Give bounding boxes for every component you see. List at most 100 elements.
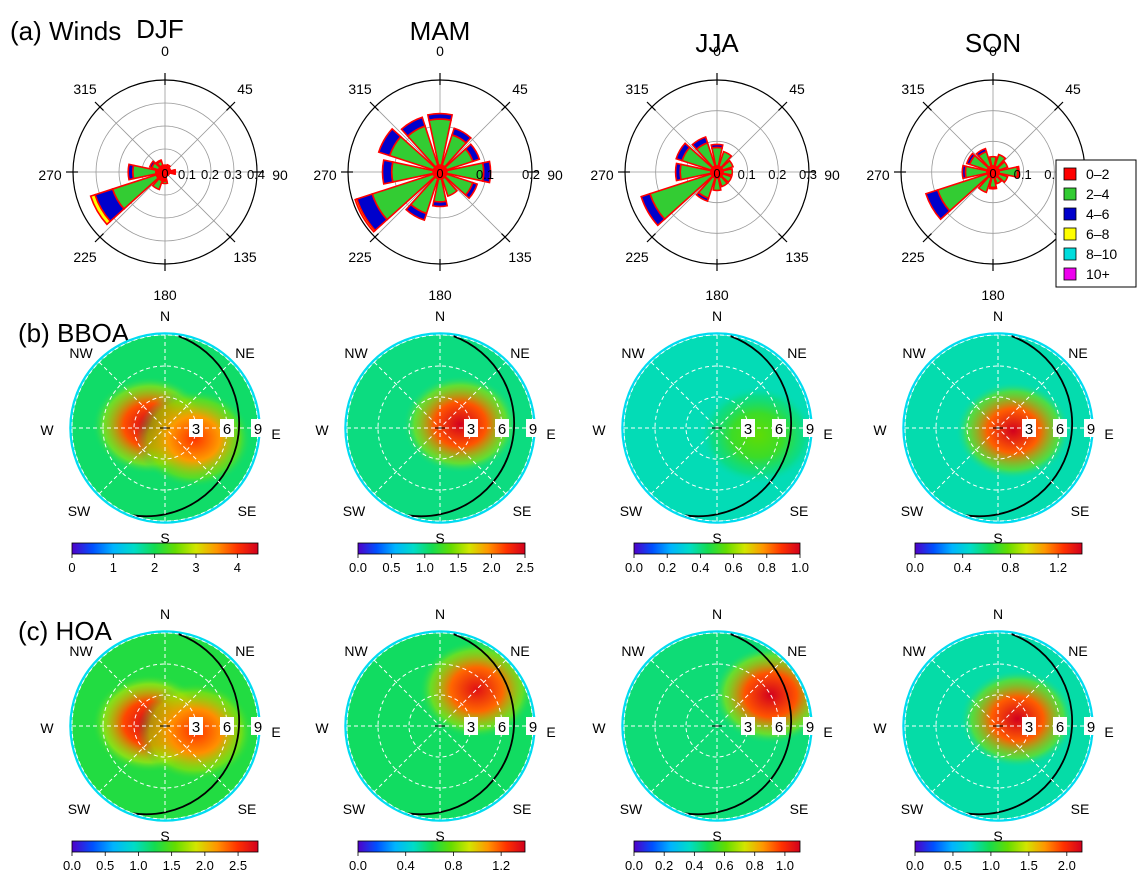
ring-label-bg (495, 717, 509, 735)
direction-label-sw: SW (343, 801, 366, 817)
direction-label-sw: SW (901, 503, 924, 519)
ring-label-bg (526, 717, 540, 735)
rose-segment (996, 172, 1009, 184)
ring-value-label: 6 (498, 421, 506, 438)
heatmap-hotspot (700, 386, 810, 485)
ring-value-label: 3 (1025, 421, 1033, 438)
direction-label-se: SE (513, 503, 532, 519)
ring-value-label: 9 (254, 421, 262, 438)
direction-label-sw: SW (343, 503, 366, 519)
ring-value-label: 3 (467, 719, 475, 736)
compass-degree-label: 135 (785, 249, 809, 265)
direction-label-n: N (712, 606, 722, 622)
rose-segment (717, 150, 733, 169)
colorbar-tick-label: 0.0 (349, 560, 367, 575)
ring-value-label: 0 (436, 166, 443, 181)
polar-outline (133, 633, 241, 816)
ring-value-label: 9 (529, 421, 537, 438)
colorbar-tick-label: 1.5 (1020, 858, 1038, 873)
compass-degree-label: 90 (547, 167, 563, 183)
rose-segment (924, 188, 951, 221)
polar-outline (685, 633, 793, 816)
direction-label-nw: NW (902, 345, 926, 361)
direction-label-w: W (315, 720, 329, 736)
direction-label-se: SE (790, 801, 809, 817)
ring-label-bg (189, 419, 203, 437)
tick-mark (94, 101, 104, 111)
direction-label-ne: NE (235, 643, 254, 659)
colorbar-tick-label: 0 (68, 560, 75, 575)
rose-segment (161, 180, 169, 185)
direction-label-nw: NW (69, 643, 93, 659)
rose-segment (720, 159, 735, 172)
rose-segment (431, 200, 449, 208)
ring-value-label: 9 (529, 719, 537, 736)
rose-segment (988, 186, 998, 190)
ring-label-bg (1084, 419, 1098, 437)
direction-label-ne: NE (510, 345, 529, 361)
direction-label-n: N (160, 308, 170, 324)
direction-label-w: W (873, 720, 887, 736)
compass-degree-label: 45 (512, 81, 528, 97)
direction-label-se: SE (513, 801, 532, 817)
compass-degree-label: 315 (625, 81, 649, 97)
season-title: MAM (410, 16, 471, 46)
colorbar-tick-label: 1.5 (163, 858, 181, 873)
rose-segment (89, 193, 112, 226)
rose-segment (400, 116, 427, 138)
compass-degree-label: 180 (981, 287, 1005, 303)
ring-value-label: 3 (192, 719, 200, 736)
polar-heatmap-bboa-son: 3 6 9 N NE E SE S SW W NW 0.0 0.4 0.8 1.2 (873, 308, 1113, 575)
direction-label-ne: NE (1068, 643, 1087, 659)
direction-label-e: E (1104, 426, 1113, 442)
polar-heatmap-hoa-jja: 3 6 9 N NE E SE S SW W NW 0.0 0.2 0.4 0.6 0.8 1.0 (592, 606, 832, 873)
colorbar-tick-label: 0.0 (906, 560, 924, 575)
colorbar-tick-label: 0.5 (96, 858, 114, 873)
rose-segment (722, 167, 734, 177)
rose-segment (151, 177, 164, 191)
colorbar: 0.0 0.5 1.0 1.5 2.0 2.5 (349, 542, 534, 575)
colorbar-gradient (633, 542, 801, 555)
ring-label-bg (1053, 419, 1067, 437)
heatmap-hotspot (955, 381, 1071, 480)
legend-label: 6–8 (1086, 226, 1110, 242)
wind-speed-legend: 0–2 2–4 4–6 6–8 8–10 10+ (1055, 159, 1137, 288)
polar-outline (133, 335, 241, 518)
tick-mark (94, 233, 104, 243)
colorbar-tick-label: 0.5 (382, 560, 400, 575)
direction-label-n: N (435, 308, 445, 324)
colorbar: 0.0 0.5 1.0 1.5 2.0 (906, 840, 1083, 873)
direction-label-e: E (1104, 724, 1113, 740)
compass-degree-label: 315 (901, 81, 925, 97)
rose-segment (988, 155, 998, 167)
direction-label-s: S (993, 828, 1002, 844)
colorbar-tick-label: 2.0 (196, 858, 214, 873)
compass-degree-label: 180 (153, 287, 177, 303)
compass-degree-label: 135 (233, 249, 257, 265)
compass-degree-label: 270 (590, 167, 614, 183)
compass-degree-label: 225 (625, 249, 649, 265)
colorbar-gradient (914, 542, 1083, 555)
compass-degree-label: 180 (428, 287, 452, 303)
rose-segment (675, 142, 691, 162)
rose-segment (710, 143, 724, 149)
ring-value-label: 3 (744, 421, 752, 438)
colorbar-tick-label: 2 (151, 560, 158, 575)
compass-degree-label: 180 (705, 287, 729, 303)
direction-label-w: W (592, 720, 606, 736)
rose-segment (451, 127, 472, 145)
legend-swatch (1063, 187, 1077, 201)
direction-label-se: SE (790, 503, 809, 519)
direction-label-nw: NW (902, 643, 926, 659)
colorbar-tick-label: 0.2 (658, 560, 676, 575)
ring-label-bg (1084, 717, 1098, 735)
polar-heatmap-hoa-mam: 3 6 9 N NE E SE S SW W NW 0.0 0.4 0.8 1.2 (315, 606, 555, 873)
polar-outline (408, 633, 516, 816)
tick-mark (226, 233, 236, 243)
rose-segment (961, 164, 967, 180)
direction-label-w: W (873, 422, 887, 438)
compass-degree-label: 0 (436, 43, 444, 59)
compass-degree-label: 270 (866, 167, 890, 183)
rose-segment (441, 175, 459, 198)
